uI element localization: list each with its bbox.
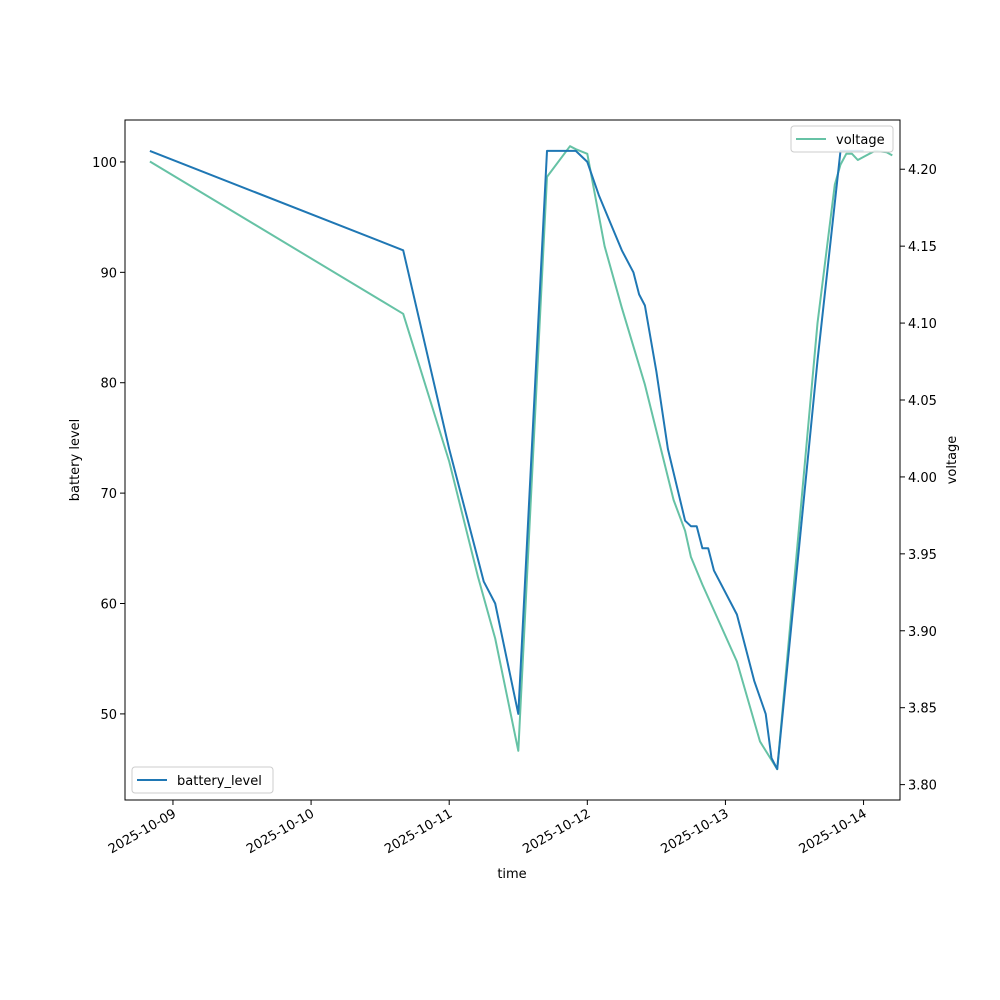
legend-battery-label: battery_level <box>177 774 262 789</box>
legend-battery-box <box>131 766 274 794</box>
x-axis-ticks: 2025-10-09 2025-10-10 2025-10-11 2025-10-12… <box>106 800 870 857</box>
x-tick-label-0: 2025-10-09 <box>106 806 179 857</box>
y-right-tick-label-5: 4.05 <box>908 394 937 409</box>
x-tick-label-5: 2025-10-14 <box>797 806 870 857</box>
x-tick-label-2: 2025-10-11 <box>382 806 455 857</box>
legend-voltage: voltage <box>790 125 894 153</box>
y-left-tick-label-4: 90 <box>100 266 117 281</box>
y-right-tick-label-3: 3.95 <box>908 548 937 563</box>
y-left-tick-label-1: 60 <box>100 598 117 613</box>
y-right-tick-label-1: 3.85 <box>908 702 937 717</box>
plot-area <box>124 119 901 801</box>
y-right-tick-label-7: 4.15 <box>908 240 937 255</box>
x-axis-label: time <box>497 867 526 882</box>
series-line-voltage <box>149 145 893 771</box>
series-layer <box>149 145 893 771</box>
legend-battery: battery_level <box>131 766 274 794</box>
y-right-tick-label-4: 4.00 <box>908 471 937 486</box>
y-right-tick-label-2: 3.90 <box>908 625 937 640</box>
plot-frame <box>124 119 901 801</box>
legend-voltage-label: voltage <box>836 133 885 148</box>
y-left-tick-label-5: 100 <box>92 156 117 171</box>
y-right-axis-ticks: 3.80 3.85 3.90 3.95 4.00 4.05 4.10 4.15 4.20 <box>900 163 937 794</box>
y-right-tick-label-8: 4.20 <box>908 163 937 178</box>
y-left-axis-label: battery level <box>68 419 83 502</box>
series-line-battery_level <box>149 149 864 771</box>
y-right-axis-label: voltage <box>945 436 960 485</box>
y-left-tick-label-3: 80 <box>100 377 117 392</box>
x-tick-label-4: 2025-10-13 <box>658 806 731 857</box>
y-left-tick-label-2: 70 <box>100 487 117 502</box>
y-right-tick-label-6: 4.10 <box>908 317 937 332</box>
legend-voltage-box <box>790 125 894 153</box>
y-right-tick-label-0: 3.80 <box>908 779 937 794</box>
y-left-tick-label-0: 50 <box>100 708 117 723</box>
y-left-axis-ticks: 50 60 70 80 90 100 <box>92 156 125 723</box>
x-tick-label-1: 2025-10-10 <box>244 806 317 857</box>
x-tick-label-3: 2025-10-12 <box>520 806 593 857</box>
